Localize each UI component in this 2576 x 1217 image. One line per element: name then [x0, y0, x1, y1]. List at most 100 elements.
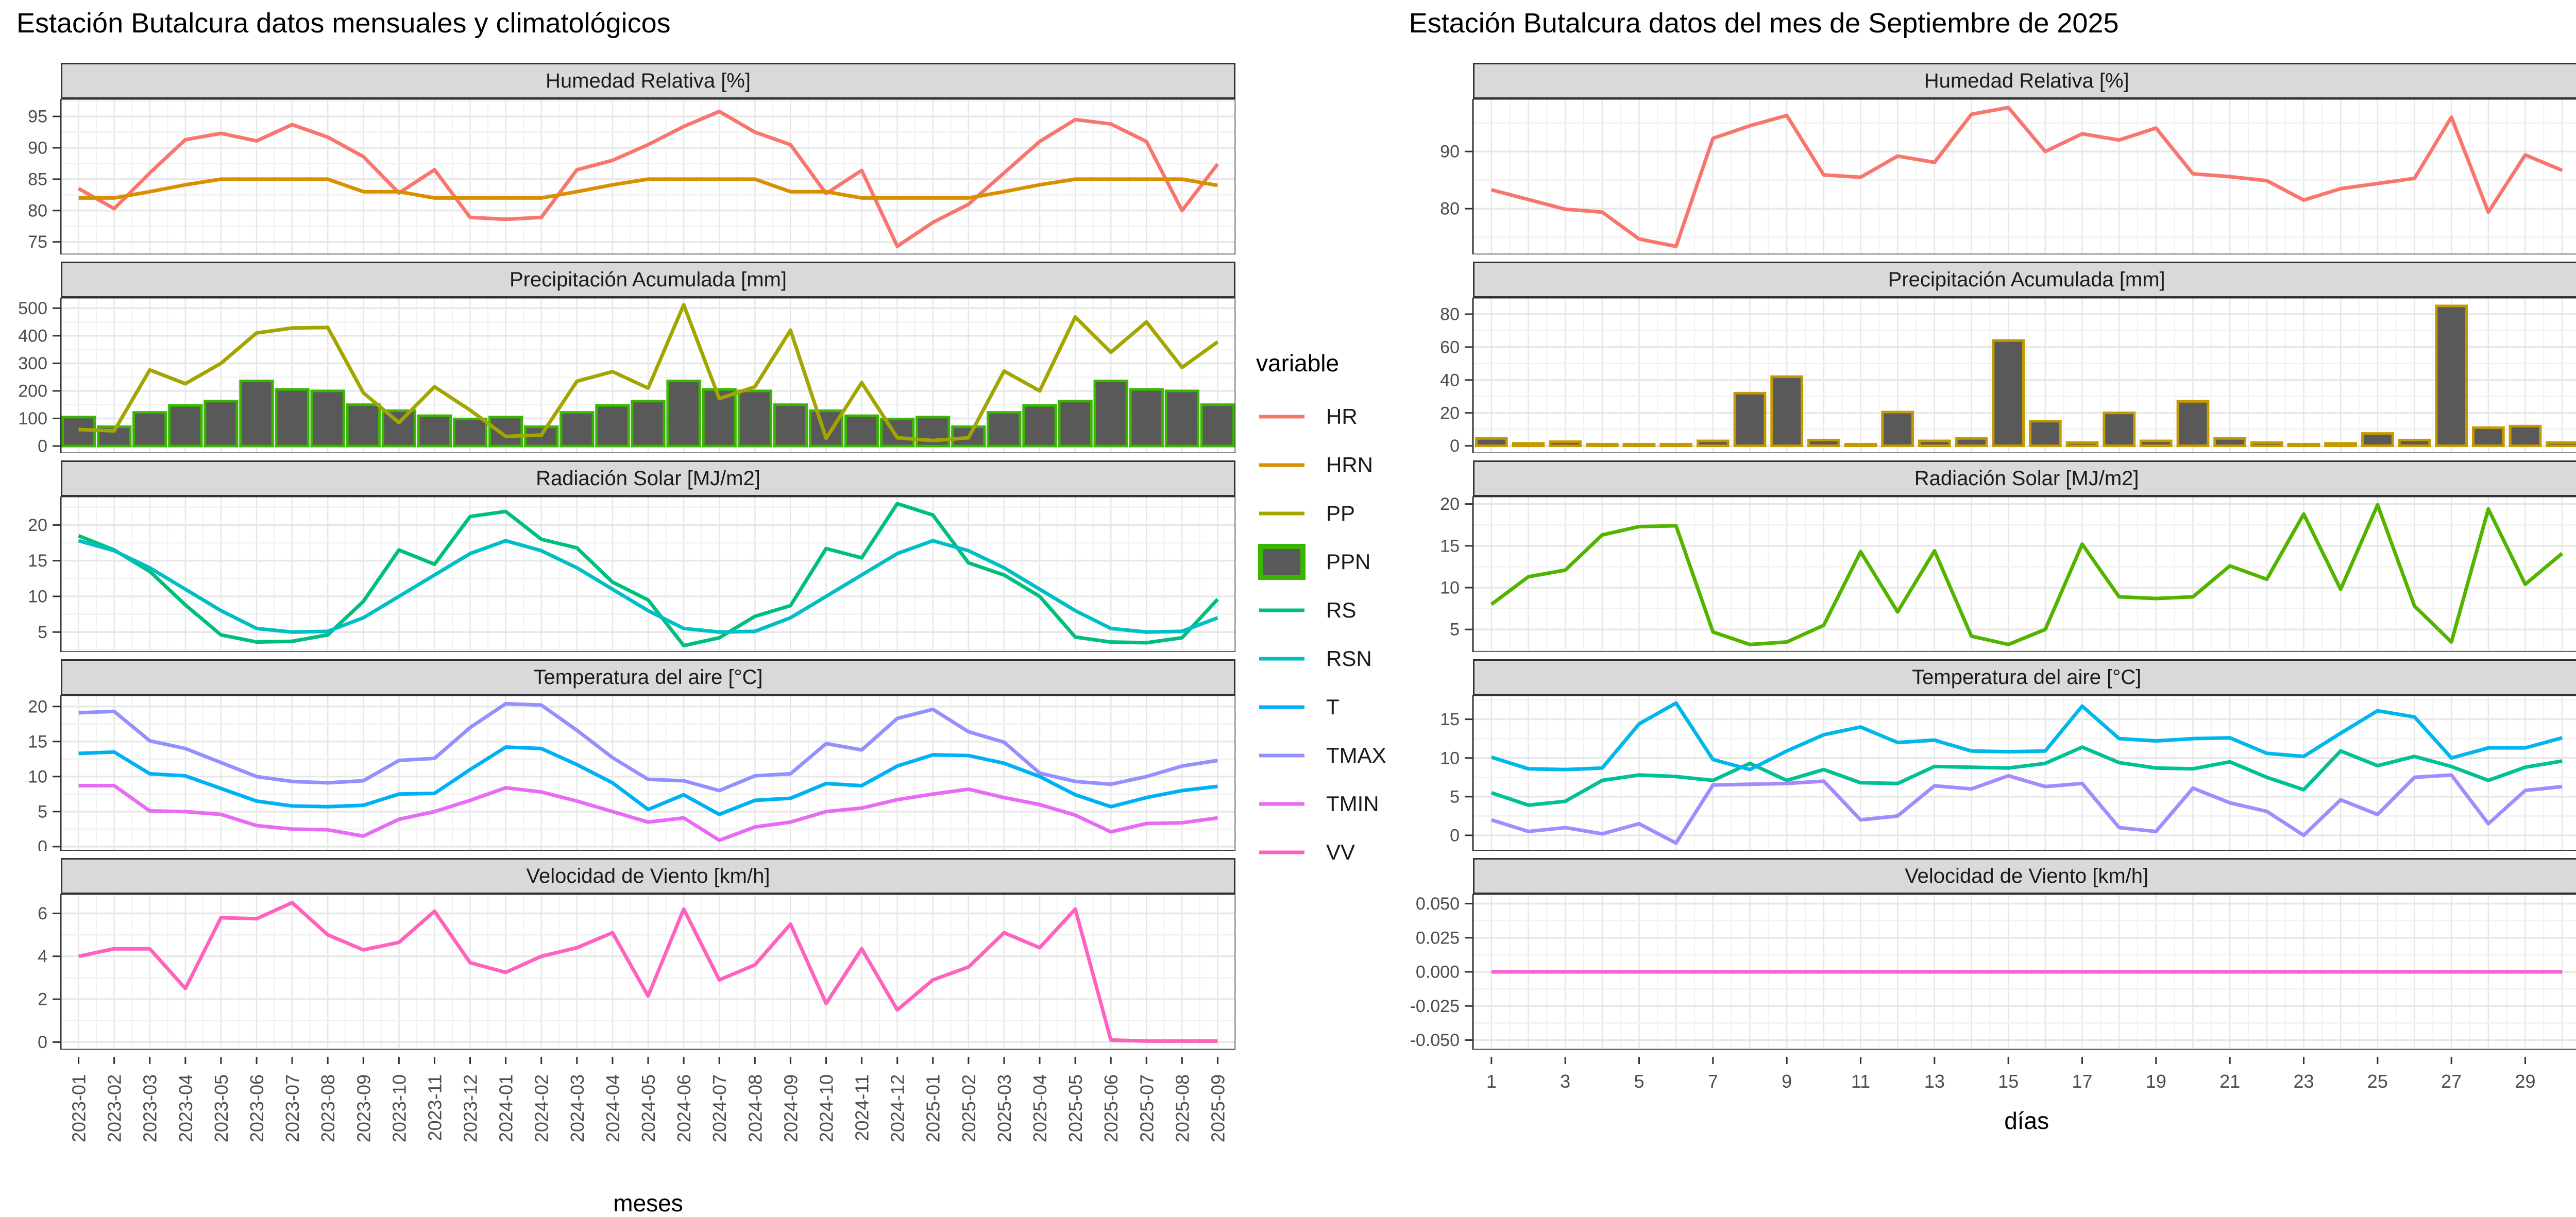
facet-strip-label: Precipitación Acumulada [mm] [509, 268, 787, 291]
bar-PPN [844, 414, 879, 448]
bar-PPN [204, 400, 239, 448]
legend-key-t-icon [1259, 705, 1304, 709]
facet: Humedad Relativa [%] 75 80 85 90 95 [3, 63, 1235, 254]
y-tick-label: 5 [38, 802, 47, 821]
y-tick-label: 400 [18, 326, 47, 346]
facet-panel: 0 2 4 6 [38, 894, 1235, 1050]
monthly-legend: variable HR HRN PP PPN RS RSN T TMAX TMIN VV [1256, 349, 1386, 877]
y-tick-label: 5 [1450, 787, 1460, 807]
y-tick-label: 0.050 [1416, 894, 1460, 914]
facet-strip: Velocidad de Viento [km/h] [1472, 858, 2576, 894]
y-tick-label: 10 [1440, 578, 1460, 598]
facet-panel: 0 5 10 15 [1440, 695, 2576, 851]
bar-PPN [1093, 380, 1128, 448]
bar-PP [1475, 437, 1508, 448]
line-T [78, 745, 1218, 816]
y-tick-label: 95 [28, 107, 47, 127]
bar-PP [1844, 442, 1877, 448]
bar-PP [2139, 439, 2173, 448]
y-tick-label: 0 [38, 437, 47, 453]
y-tick-label: 300 [18, 354, 47, 373]
bar-PPN [1164, 389, 1199, 448]
bar-PPN [1129, 388, 1164, 448]
facet-panel: 80 90 [1440, 99, 2576, 254]
line-TMAX [1490, 701, 2563, 772]
daily-chart-title: Estación Butalcura datos del mes de Sept… [1409, 8, 2119, 39]
monthly-climatology-chart: Estación Butalcura datos mensuales y cli… [3, 2, 1386, 1217]
y-tick-label: 200 [18, 382, 47, 401]
bar-PP [1770, 375, 1803, 448]
legend-item-PPN: PPN [1256, 543, 1386, 581]
x-tick-label: 2024-02 [531, 1074, 552, 1142]
x-tick-label: 2023-05 [211, 1074, 232, 1142]
legend-key-pp-icon [1259, 511, 1304, 516]
facet-panel: -0.050 -0.025 0.000 0.025 0.050 [1410, 894, 2576, 1050]
daily-chart-body: Humedad Relativa [%] 80 90 Precipitación Ac… [1396, 63, 2576, 1135]
monthly-chart-title: Estación Butalcura datos mensuales y cli… [16, 8, 671, 39]
facet: Radiación Solar [MJ/m2] 5 10 15 20 [3, 460, 1235, 652]
x-tick-label: 2023-09 [353, 1074, 374, 1142]
x-axis: 1 3 5 7 9 11 13 15 17 19 21 23 25 27 29 [1486, 1057, 2535, 1092]
facet-strip: Humedad Relativa [%] [1472, 63, 2576, 99]
bar-PPN [951, 425, 986, 448]
y-tick-label: 20 [28, 516, 47, 535]
x-tick-label: 2024-12 [887, 1074, 908, 1142]
x-tick-label: 2025-07 [1136, 1074, 1157, 1142]
x-tick-label: 2023-03 [140, 1074, 161, 1142]
x-tick-label: 2024-03 [567, 1074, 588, 1142]
bar-PPN [631, 400, 666, 448]
x-tick-label: 2023-12 [460, 1074, 481, 1142]
bar-PPN [1058, 400, 1093, 448]
bar-PPN [132, 411, 167, 448]
bar-PPN [1022, 404, 1057, 448]
facet: Humedad Relativa [%] 80 90 [1396, 63, 2576, 254]
x-tick-label: 2024-10 [816, 1074, 837, 1142]
x-tick-label: 7 [1707, 1071, 1718, 1092]
x-tick-label: 23 [2293, 1071, 2314, 1092]
x-tick-label: 2023-10 [388, 1074, 410, 1142]
bar-PPN [1200, 403, 1235, 448]
line-HR [77, 109, 1219, 248]
x-tick-label: 1 [1486, 1071, 1496, 1092]
x-tick-label: 2023-04 [175, 1074, 196, 1142]
bar-PP [2361, 432, 2394, 448]
line-TMIN [78, 783, 1218, 843]
facet: Temperatura del aire [°C] 0 5 10 15 [1396, 659, 2576, 851]
y-tick-label: 0 [38, 1033, 47, 1050]
bar-PP [1880, 410, 1914, 448]
facet-strip-label: Velocidad de Viento [km/h] [526, 864, 770, 887]
bar-PP [1955, 437, 1988, 448]
facet-strip: Temperatura del aire [°C] [61, 659, 1235, 695]
x-axis-title: meses [613, 1190, 683, 1216]
y-tick-label: 10 [1440, 748, 1460, 768]
monthly-chart-body: Humedad Relativa [%] 75 80 85 90 95 Precipitac… [3, 63, 1386, 1217]
facet-panel: 5 10 15 20 [1440, 496, 2576, 652]
legend-label: HRN [1326, 453, 1373, 477]
legend-key-rs-icon [1259, 608, 1304, 612]
y-tick-label: 20 [1440, 403, 1460, 423]
bar-PPN [310, 389, 345, 448]
legend-key-vv-icon [1259, 850, 1304, 854]
legend-item-HRN: HRN [1256, 446, 1386, 484]
bar-PP [1659, 442, 1692, 448]
legend-item-RSN: RSN [1256, 640, 1386, 678]
line-T [1490, 745, 2563, 807]
legend-item-RS: RS [1256, 591, 1386, 629]
legend-label: RS [1326, 598, 1357, 622]
facet-panel: 0 100 200 300 400 500 [18, 298, 1235, 453]
x-tick-label: 2023-07 [282, 1074, 303, 1142]
bar-PP [2213, 437, 2246, 448]
legend-title: variable [1256, 350, 1340, 376]
line-HR [1490, 106, 2563, 248]
facet: Velocidad de Viento [km/h] 0 2 4 6 [3, 858, 1235, 1050]
line-TMAX [78, 701, 1218, 793]
bar-PP [1991, 339, 2025, 448]
legend-item-TMIN: TMIN [1256, 785, 1386, 823]
facet-strip-label: Temperatura del aire [°C] [1912, 665, 2142, 689]
x-tick-label: 2024-11 [852, 1074, 873, 1141]
legend-item-PP: PP [1256, 494, 1386, 533]
x-tick-label: 2024-01 [496, 1074, 517, 1142]
line-PP [78, 303, 1219, 442]
bar-PP [2102, 412, 2136, 448]
